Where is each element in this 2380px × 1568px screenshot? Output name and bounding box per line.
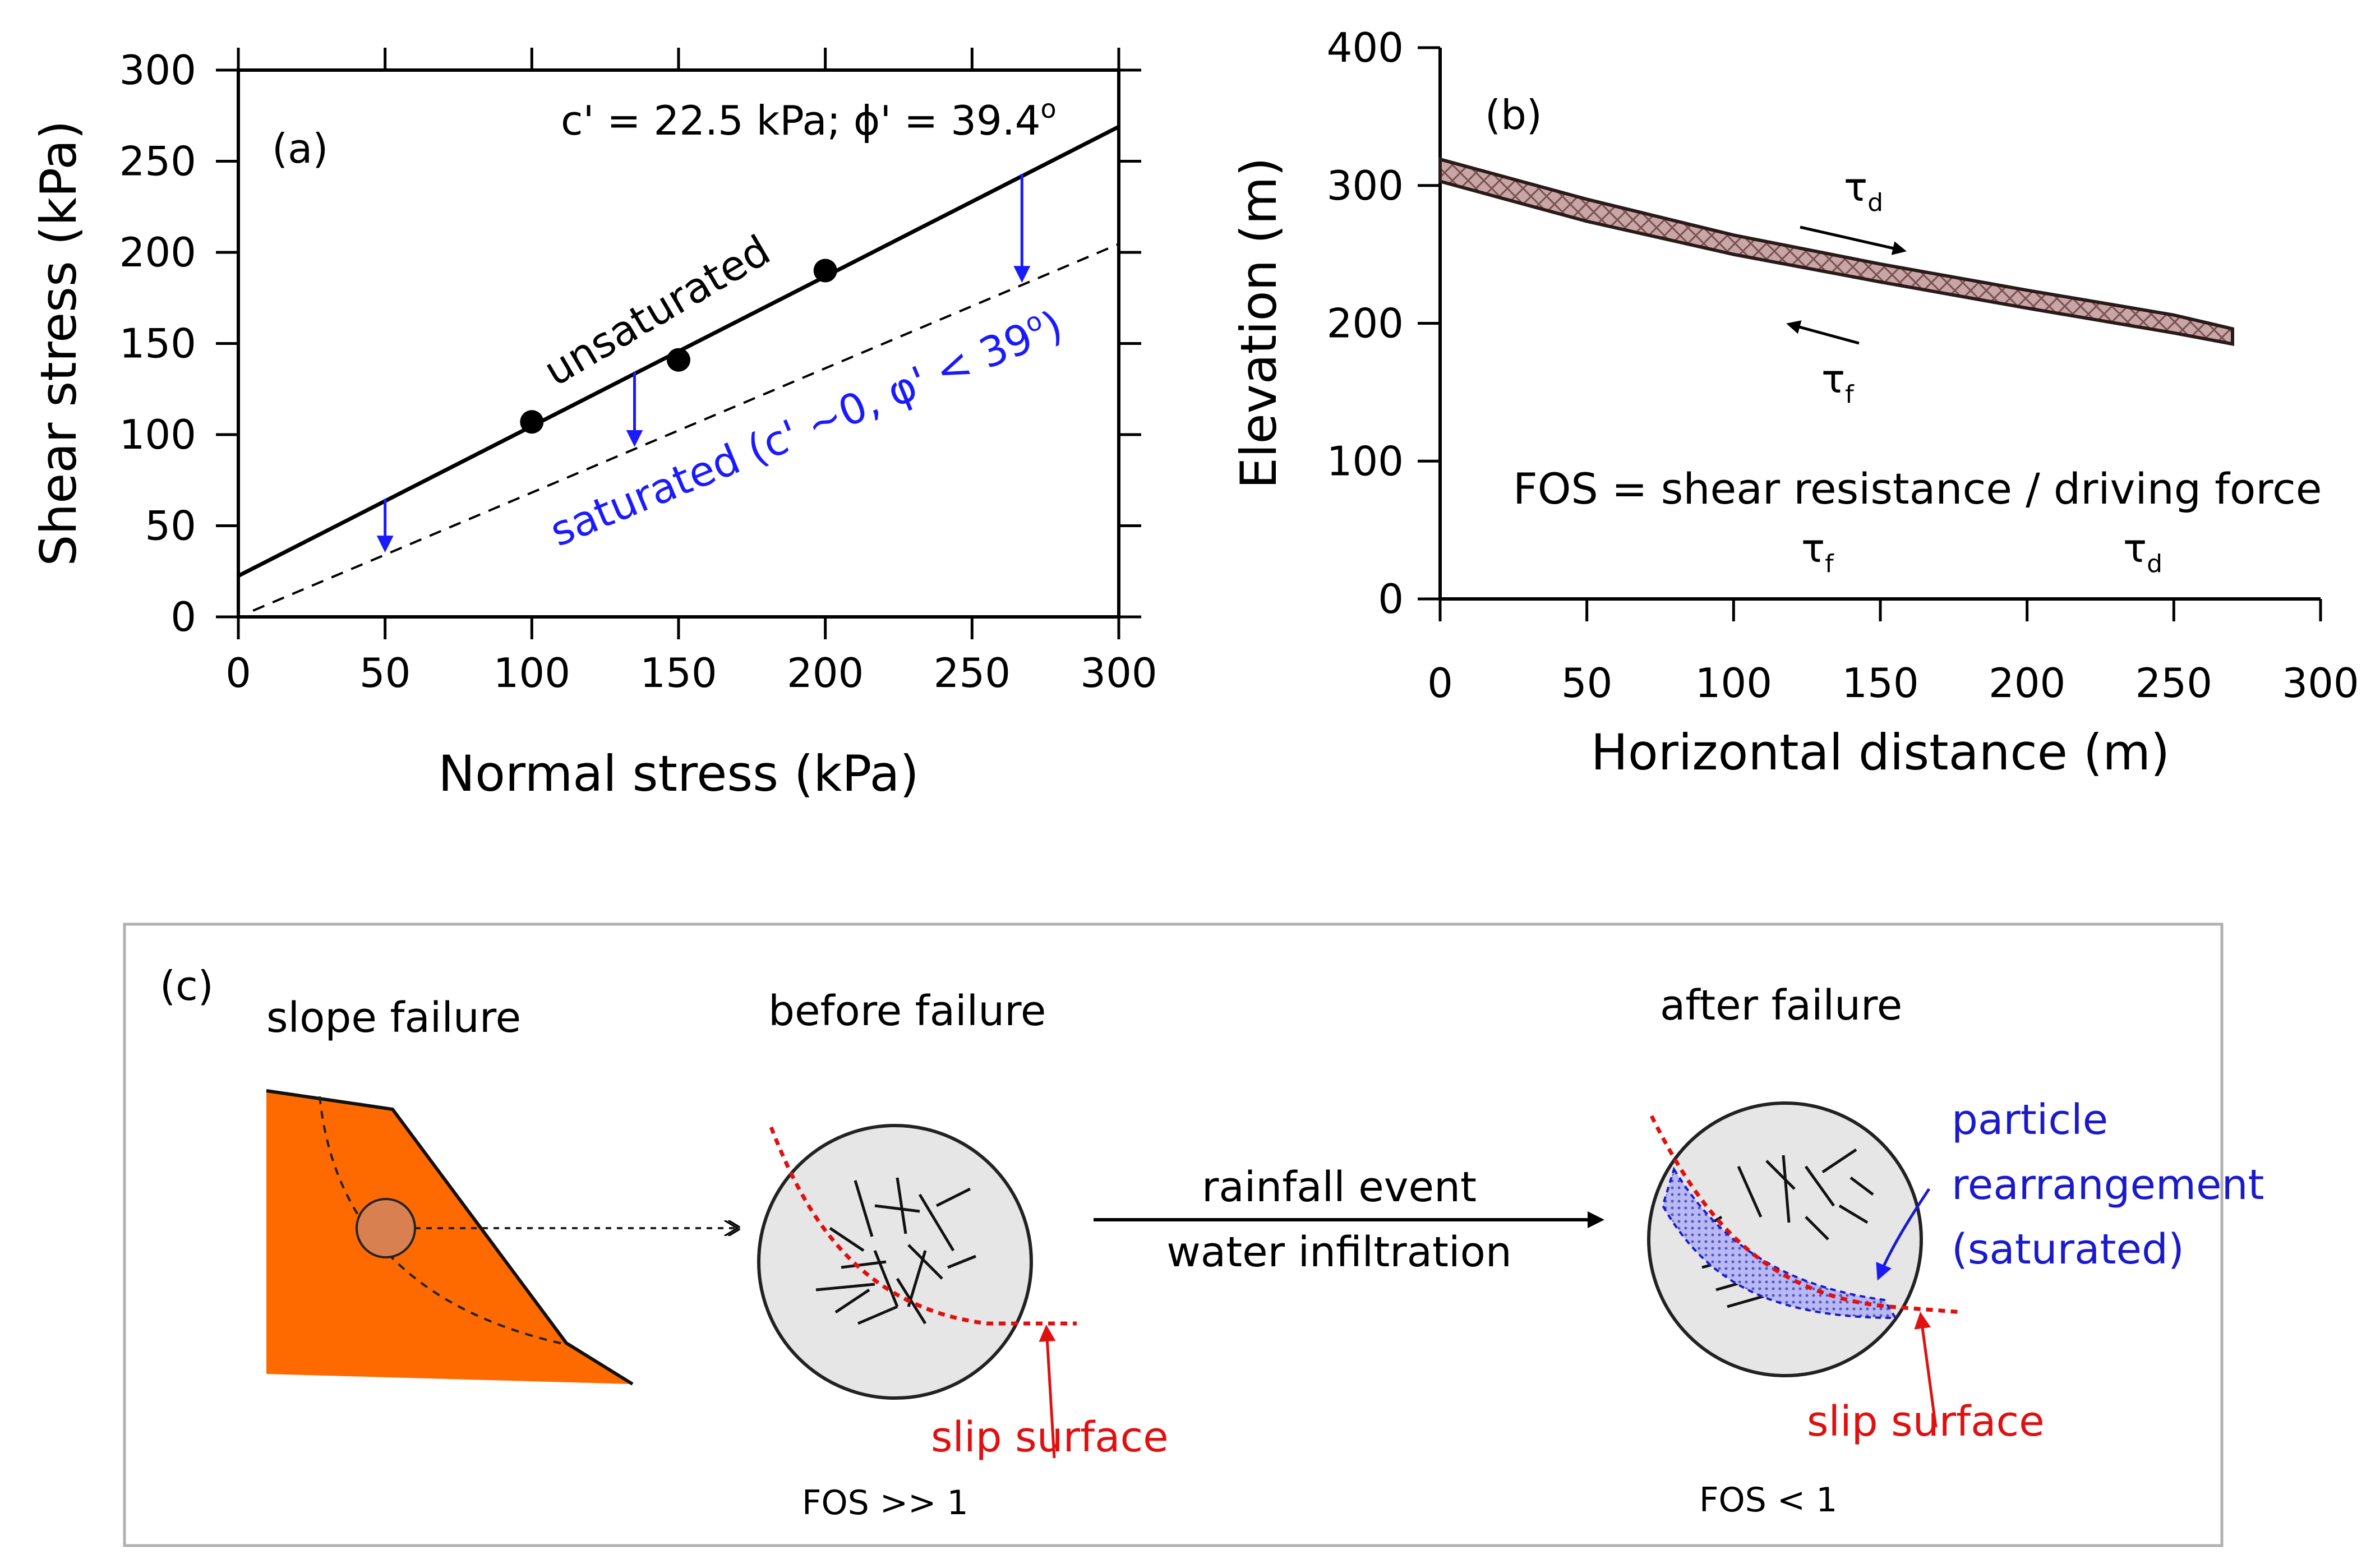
after-slip-surface-label: slip surface	[1807, 1398, 2045, 1446]
x-tick-label: 0	[1427, 660, 1453, 707]
x-tick-label: 50	[359, 649, 411, 697]
panel-b-slope-profile: 0 50 100 150 200 250 300 0 100 200 300 400 (b) τd τ…	[1230, 24, 2359, 781]
tau-d-upper: τd	[1844, 164, 1883, 217]
fos-definition: FOS = shear resistance / driving force	[1513, 464, 2322, 514]
before-failure-title: before failure	[768, 987, 1046, 1035]
panel-c-frame	[123, 923, 2224, 1547]
x-tick-label: 300	[1080, 649, 1157, 697]
particle-label-line3: (saturated)	[1952, 1225, 2184, 1274]
after-failure-title: after failure	[1660, 981, 1902, 1030]
particle-pointer	[1876, 1188, 1931, 1281]
y-tick-label: 100	[1327, 437, 1404, 485]
y-tick-label: 200	[119, 229, 196, 276]
test-data-point	[520, 410, 544, 434]
panel-b-x-axis-title: Horizontal distance (m)	[1591, 723, 2170, 781]
y-tick-label: 100	[119, 411, 196, 458]
before-failure-soil-element	[757, 1124, 1033, 1400]
after-slip-pointer	[1914, 1312, 1938, 1428]
panel-b-y-axis-title: Elevation (m)	[1230, 157, 1288, 488]
panel-b-label: (b)	[1485, 91, 1542, 139]
y-tick-label: 200	[1327, 300, 1404, 347]
unsaturated-line-label: unsaturated	[536, 226, 778, 395]
before-slip-surface-curve	[769, 1126, 1077, 1326]
y-tick-label: 0	[1378, 575, 1404, 622]
panel-a-shear-chart: 0 50 100 150 200 250 300 0 50 100 150 200 250 300 (a)…	[30, 47, 1157, 803]
before-particle-fibers	[815, 1177, 976, 1325]
panel-a-shift-arrows	[376, 174, 1031, 553]
panel-b-ticks: 0 50 100 150 200 250 300 0 100 200 300 400	[1327, 24, 2359, 707]
y-tick-label: 150	[119, 320, 196, 367]
event-label-line2: water infiltration	[1166, 1228, 1512, 1276]
slope-body	[266, 1091, 633, 1384]
x-tick-label: 150	[1842, 660, 1918, 707]
panel-a-label: (a)	[272, 125, 328, 172]
particle-label-line2: rearrangement	[1952, 1161, 2264, 1209]
driving-stress-arrow	[1800, 225, 1907, 255]
fos-before-label: FOS >> 1	[802, 1483, 968, 1523]
x-tick-label: 300	[2282, 660, 2359, 707]
panel-a-x-axis-title: Normal stress (kPa)	[438, 745, 919, 803]
panel-c-label: (c)	[160, 962, 214, 1009]
panel-a-params: c' = 22.5 kPa; ϕ' = 39.4o	[561, 94, 1057, 144]
saturated-rearrangement-band	[1661, 1166, 1898, 1320]
x-tick-label: 100	[493, 649, 570, 697]
x-tick-label: 50	[1561, 660, 1613, 707]
before-slip-surface-label: slip surface	[931, 1413, 1169, 1461]
x-tick-label: 250	[2135, 660, 2212, 707]
fos-after-label: FOS < 1	[1699, 1481, 1837, 1520]
y-tick-label: 300	[119, 47, 196, 94]
panel-a-points	[520, 259, 837, 434]
slope-surface-line	[266, 1089, 634, 1386]
x-tick-label: 150	[640, 649, 717, 697]
particle-label-line1: particle	[1952, 1096, 2108, 1144]
x-tick-label: 0	[225, 649, 251, 697]
test-data-point	[813, 259, 837, 283]
test-data-point	[667, 348, 690, 372]
y-tick-label: 400	[1327, 24, 1404, 71]
y-tick-label: 300	[1327, 162, 1404, 209]
x-tick-label: 200	[1989, 660, 2065, 707]
resisting-stress-arrow	[1786, 320, 1860, 345]
tau-f-upper: τf	[1821, 356, 1855, 409]
y-tick-label: 0	[170, 593, 196, 640]
x-tick-label: 100	[1695, 660, 1772, 707]
tau-d-lower: τd	[2123, 525, 2162, 578]
panel-a-y-axis-title: Shear stress (kPa)	[30, 121, 87, 566]
panel-c-failure-schematic: (c) slope failure before failure after f…	[123, 923, 2264, 1547]
x-tick-label: 200	[787, 649, 864, 697]
event-label-line1: rainfall event	[1202, 1163, 1477, 1211]
tau-f-lower: τf	[1801, 525, 1834, 578]
before-slip-pointer	[1039, 1325, 1056, 1459]
slope-element-circle	[356, 1198, 416, 1258]
x-tick-label: 250	[934, 649, 1011, 697]
panel-a-ticks: 0 50 100 150 200 250 300 0 50 100 150 200 250 300	[119, 47, 1157, 697]
after-slip-surface-curve	[1649, 1115, 1963, 1315]
saturated-failure-envelope	[252, 243, 1119, 612]
y-tick-label: 250	[119, 138, 196, 185]
slope-failure-title: slope failure	[266, 994, 521, 1042]
slope-layer-band	[1438, 157, 2234, 346]
y-tick-label: 50	[145, 502, 196, 550]
